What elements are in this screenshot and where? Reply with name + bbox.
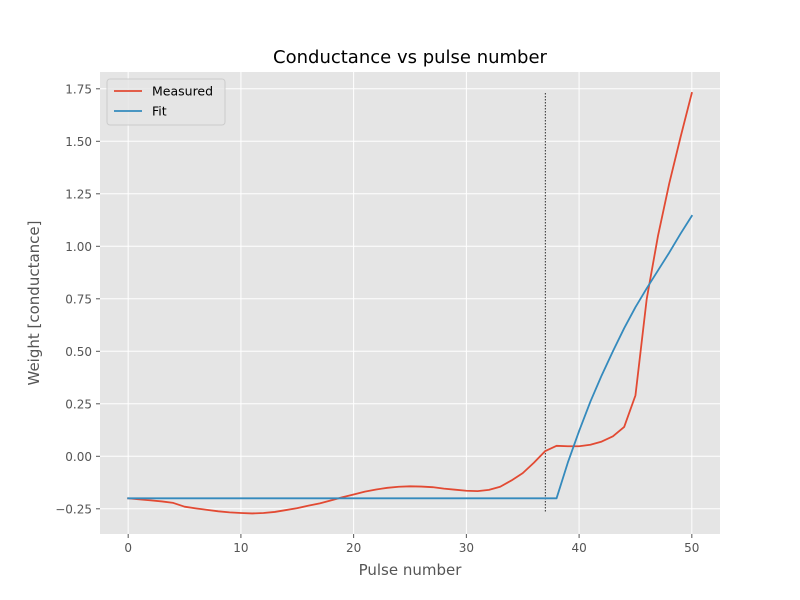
- legend-label-fit: Fit: [152, 104, 167, 119]
- grid: [100, 72, 720, 534]
- x-axis: 0 10 20 30 40 50: [124, 534, 699, 555]
- y-tick-label: 1.75: [65, 82, 92, 96]
- y-tick-label: 0.00: [65, 450, 92, 464]
- legend-label-measured: Measured: [152, 84, 213, 99]
- series-line-fit: [127, 214, 694, 500]
- x-tick-label: 20: [346, 541, 361, 555]
- x-tick-label: 0: [124, 541, 132, 555]
- plot-area: [100, 72, 720, 534]
- series-layer: [127, 91, 694, 515]
- x-tick-label: 50: [684, 541, 699, 555]
- y-tick-label: −0.25: [55, 502, 92, 516]
- y-axis-label: Weight [conductance]: [25, 221, 43, 386]
- y-tick-label: 0.50: [65, 345, 92, 359]
- series-line-measured: [127, 91, 693, 515]
- y-axis: −0.25 0.00 0.25 0.50 0.75 1.00 1.25 1.50 1.75: [55, 82, 100, 516]
- chart-title: Conductance vs pulse number: [273, 47, 548, 68]
- y-tick-label: 0.75: [65, 292, 92, 306]
- y-tick-label: 1.25: [65, 187, 92, 201]
- y-tick-label: 0.25: [65, 397, 92, 411]
- x-tick-label: 40: [571, 541, 586, 555]
- x-axis-label: Pulse number: [359, 561, 463, 579]
- legend: Measured Fit: [106, 78, 226, 126]
- y-tick-label: 1.50: [65, 135, 92, 149]
- y-tick-label: 1.00: [65, 240, 92, 254]
- x-tick-label: 10: [233, 541, 248, 555]
- x-tick-label: 30: [459, 541, 474, 555]
